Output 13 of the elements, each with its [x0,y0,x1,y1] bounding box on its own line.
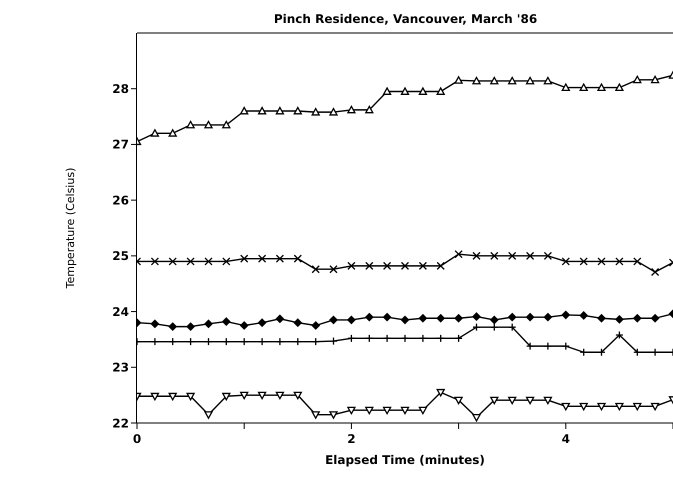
y-tick-label: 22 [112,416,129,430]
y-axis-title: Temperature (Celsius) [64,168,77,290]
x-axis-title: Elapsed Time (minutes) [325,453,485,467]
x-tick-label: 2 [347,432,356,446]
x-tick-label: 4 [562,432,570,446]
chart-title: Pinch Residence, Vancouver, March '86 [272,12,538,26]
y-tick-label: 26 [112,193,129,208]
y-tick-label: 25 [112,249,129,264]
y-tick-label: 24 [112,304,129,319]
y-tick-label: 23 [112,360,129,375]
x-tick-label: 0 [132,432,142,446]
y-tick-label: 28 [112,82,129,96]
y-tick-label: 27 [112,138,129,152]
